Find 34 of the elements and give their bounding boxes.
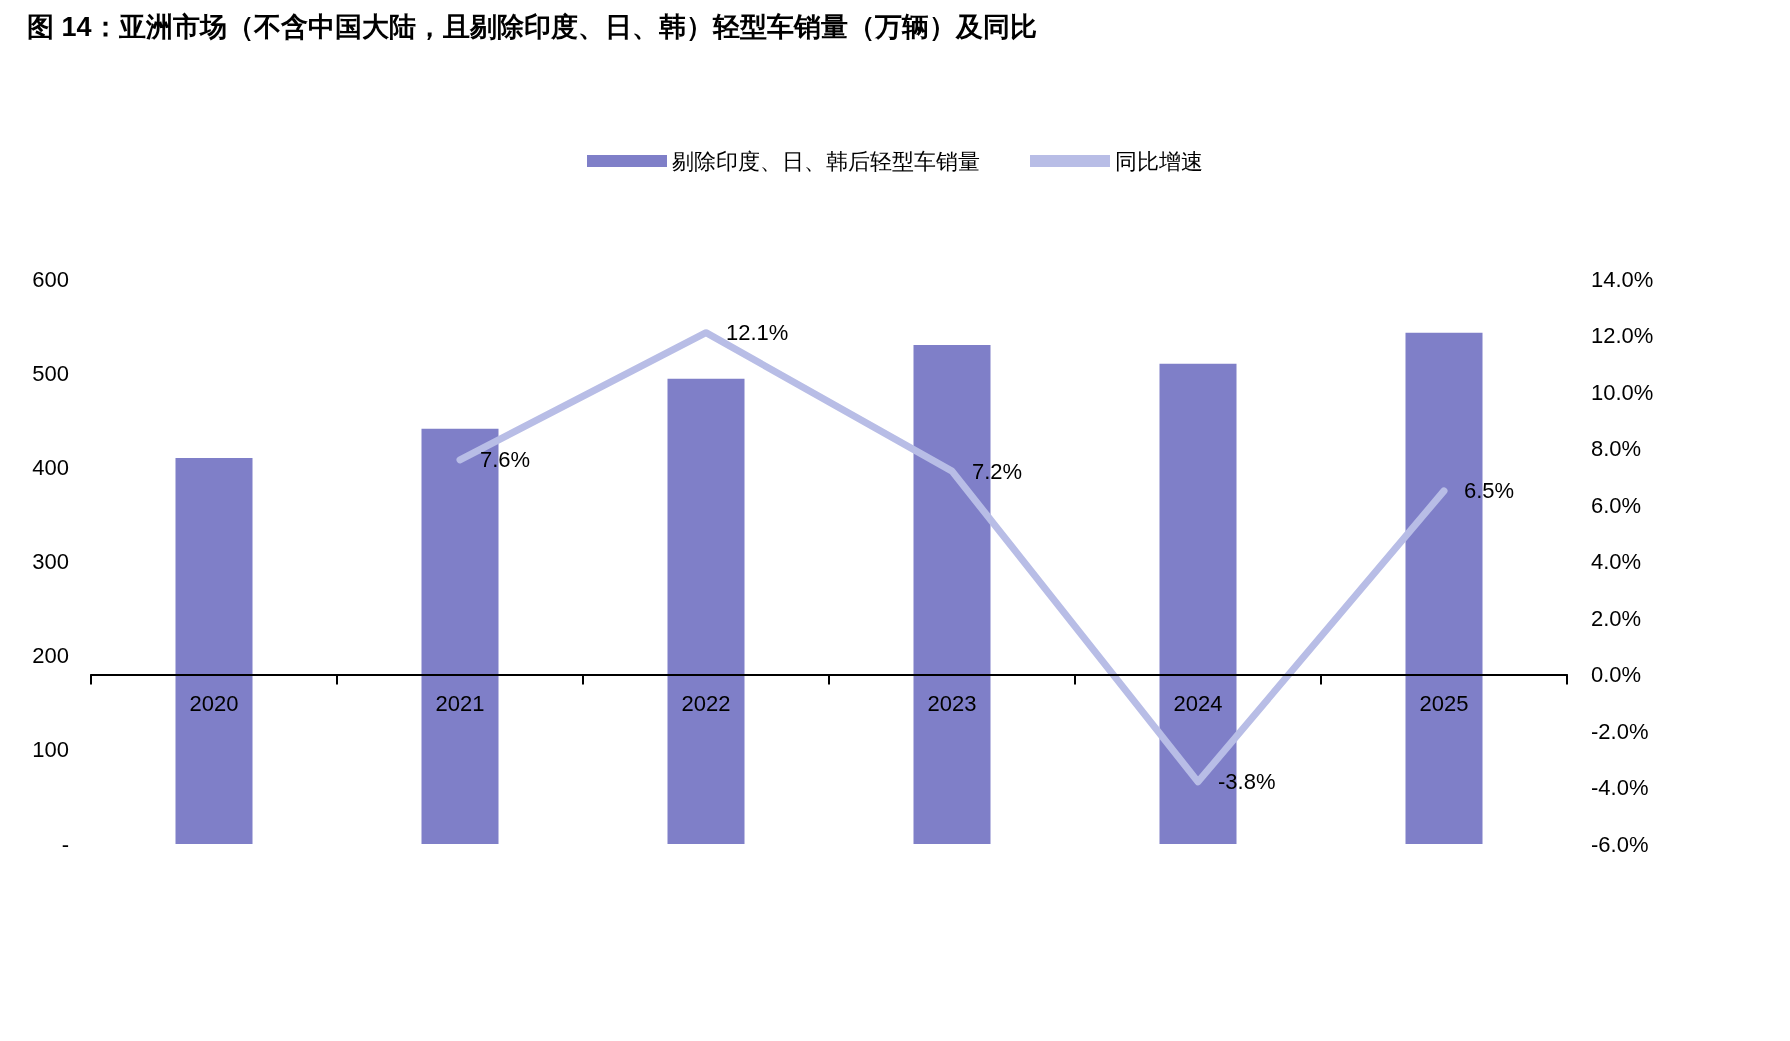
y2-tick-label: 8.0% — [1591, 436, 1642, 461]
x-tick-label: 2024 — [1173, 691, 1223, 716]
y2-tick-label: 2.0% — [1591, 605, 1642, 631]
x-tick-label: 2020 — [189, 691, 239, 716]
data-label: 7.6% — [480, 447, 531, 473]
legend-label: 剔除印度、日、韩后轻型车销量 — [672, 148, 980, 174]
y2-tick-label: 10.0% — [1591, 379, 1654, 405]
y-tick-label: 300 — [32, 549, 69, 574]
y-tick-label: 400 — [32, 454, 69, 480]
bar — [175, 457, 253, 844]
y-tick-label: 200 — [32, 643, 69, 669]
chart-title: 图 14：亚洲市场（不含中国大陆，且剔除印度、日、韩）轻型车销量（万辆）及同比 — [27, 11, 1037, 42]
data-label: 12.1% — [726, 320, 789, 346]
y-tick-label: - — [61, 831, 69, 857]
x-tick-label: 2025 — [1419, 691, 1469, 716]
y2-tick-label: 4.0% — [1591, 549, 1642, 574]
legend-label: 同比增速 — [1115, 148, 1203, 174]
x-tick-label: 2023 — [927, 691, 977, 716]
x-tick-label: 2021 — [435, 691, 485, 716]
data-label: 6.5% — [1464, 478, 1515, 504]
y2-tick-label: 6.0% — [1591, 492, 1642, 518]
data-label: 7.2% — [972, 458, 1023, 484]
y-tick-label: 100 — [32, 737, 69, 763]
y2-tick-label: 14.0% — [1591, 266, 1654, 292]
bar — [667, 378, 745, 844]
y-tick-label: 600 — [32, 266, 69, 292]
y2-tick-label: 0.0% — [1591, 662, 1642, 687]
data-label: -3.8% — [1218, 769, 1276, 795]
y2-tick-label: -6.0% — [1591, 831, 1649, 857]
y2-tick-label: -4.0% — [1591, 775, 1649, 800]
y-tick-label: 500 — [32, 360, 69, 386]
x-tick-label: 2022 — [681, 691, 731, 716]
y2-tick-label: 12.0% — [1591, 323, 1654, 348]
y2-tick-label: -2.0% — [1591, 718, 1649, 744]
